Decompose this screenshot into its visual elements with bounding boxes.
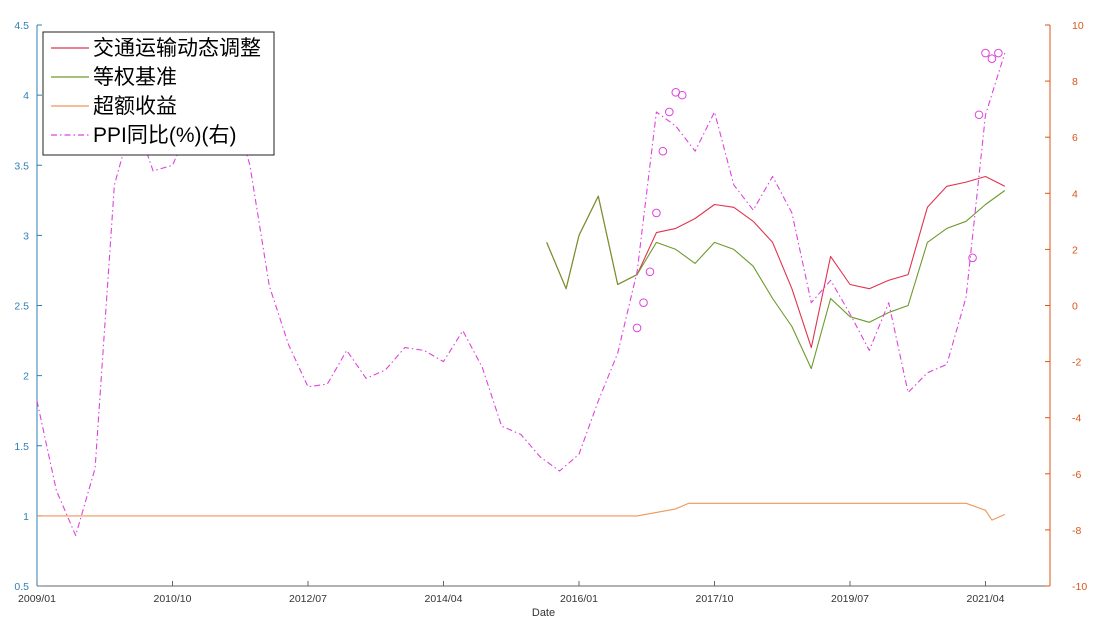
left-tick-label: 3.5 bbox=[14, 160, 29, 172]
x-tick-label: 2019/07 bbox=[831, 593, 869, 605]
left-tick-label: 1 bbox=[23, 511, 29, 523]
left-tick-label: 0.5 bbox=[14, 581, 29, 593]
x-tick-label: 2010/10 bbox=[154, 593, 192, 605]
ppi-marker bbox=[639, 298, 648, 307]
series-line-1 bbox=[546, 175, 1006, 349]
ppi-marker bbox=[987, 54, 997, 63]
x-tick-label: 2009/01 bbox=[18, 593, 56, 605]
x-tick-label: 2021/04 bbox=[966, 593, 1004, 605]
legend-label-1: 交通运输动态调整 bbox=[93, 37, 261, 60]
legend-label-3: 超额收益 bbox=[93, 95, 177, 118]
left-tick-label: 2.5 bbox=[14, 301, 29, 313]
right-tick-label: 6 bbox=[1072, 132, 1078, 144]
series-line-3 bbox=[37, 502, 1006, 521]
ppi-marker bbox=[632, 323, 642, 333]
right-tick-label: 10 bbox=[1072, 20, 1084, 32]
ppi-marker bbox=[652, 208, 661, 218]
legend-label-4: PPI同比(%)(右) bbox=[93, 124, 237, 147]
ppi-marker bbox=[665, 107, 674, 117]
ppi-marker bbox=[994, 48, 1003, 58]
x-tick-label: 2012/07 bbox=[289, 593, 327, 605]
left-tick-label: 1.5 bbox=[14, 441, 29, 453]
right-tick-label: -2 bbox=[1072, 357, 1081, 369]
legend-label-2: 等权基准 bbox=[93, 66, 177, 89]
ppi-marker bbox=[658, 146, 668, 156]
right-tick-label: 8 bbox=[1072, 76, 1078, 88]
left-tick-label: 4 bbox=[23, 90, 29, 102]
ppi-marker bbox=[968, 253, 977, 263]
left-tick-label: 4.5 bbox=[14, 20, 29, 32]
right-tick-label: 0 bbox=[1072, 301, 1078, 313]
x-tick-label: 2017/10 bbox=[695, 593, 733, 605]
ppi-marker bbox=[981, 48, 990, 58]
plot-markers bbox=[632, 48, 1003, 333]
series-line-2 bbox=[546, 190, 1006, 370]
right-tick-label: -10 bbox=[1072, 581, 1087, 593]
ppi-marker bbox=[645, 267, 655, 277]
ppi-marker bbox=[974, 110, 984, 120]
x-axis-title: Date bbox=[532, 607, 555, 619]
right-tick-label: -8 bbox=[1072, 525, 1081, 537]
right-tick-label: -6 bbox=[1072, 469, 1081, 481]
left-tick-label: 2 bbox=[23, 371, 29, 383]
right-tick-label: 2 bbox=[1072, 244, 1078, 256]
axes: 0.5 1 1.5 2 2.5 3 3.5 4 4.5 -10 -8 -6 -4 -2 0 2 4 6 8 10 200… bbox=[14, 20, 1087, 619]
left-tick-label: 3 bbox=[23, 230, 29, 242]
right-tick-label: 4 bbox=[1072, 188, 1078, 200]
ppi-marker bbox=[677, 90, 687, 100]
x-tick-label: 2016/01 bbox=[560, 593, 598, 605]
x-tick-label: 2014/04 bbox=[425, 593, 463, 605]
right-tick-label: -4 bbox=[1072, 413, 1081, 425]
